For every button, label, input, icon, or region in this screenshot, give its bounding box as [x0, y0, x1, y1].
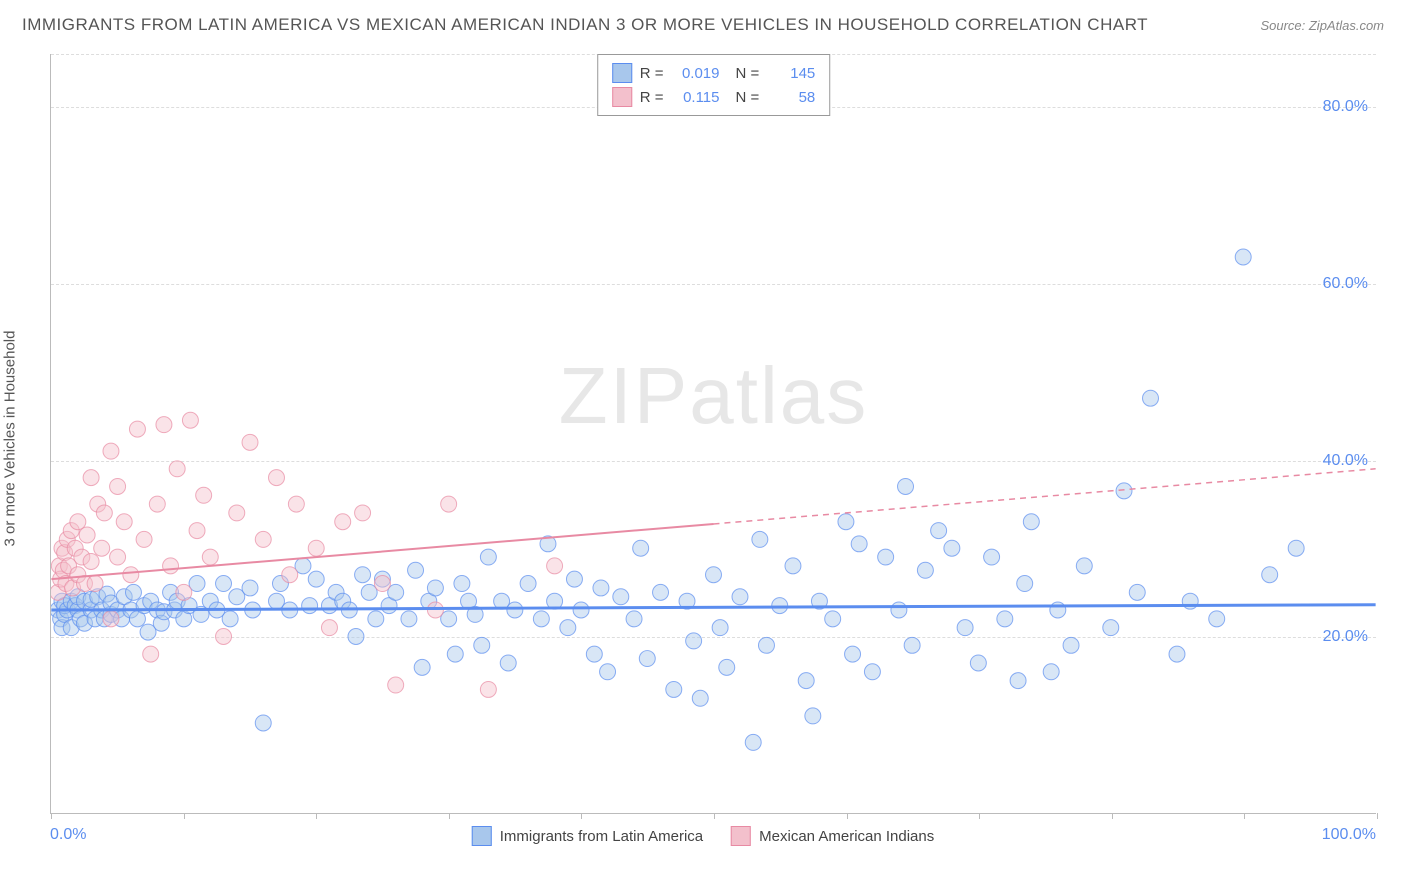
n-value: 145 — [767, 65, 815, 82]
x-tick — [51, 813, 52, 819]
series-legend: Immigrants from Latin America Mexican Ame… — [472, 826, 935, 846]
trend-lines-layer — [51, 54, 1376, 813]
legend-swatch — [612, 63, 632, 83]
x-max-label: 100.0% — [1322, 826, 1376, 844]
r-label: R = — [640, 89, 664, 106]
chart-title: IMMIGRANTS FROM LATIN AMERICA VS MEXICAN… — [22, 15, 1148, 35]
n-value: 58 — [767, 89, 815, 106]
trend-line-dashed — [714, 469, 1376, 524]
stats-legend-row: R = 0.019 N = 145 — [612, 61, 816, 85]
x-tick — [184, 813, 185, 819]
stats-legend-row: R = 0.115 N = 58 — [612, 85, 816, 109]
x-tick — [581, 813, 582, 819]
x-tick — [1112, 813, 1113, 819]
trend-line — [51, 605, 1375, 610]
source-label: Source: ZipAtlas.com — [1260, 18, 1384, 33]
x-min-label: 0.0% — [50, 826, 86, 844]
r-value: 0.019 — [672, 65, 720, 82]
legend-label: Mexican American Indians — [759, 828, 934, 845]
x-tick — [714, 813, 715, 819]
x-tick — [847, 813, 848, 819]
x-tick — [1244, 813, 1245, 819]
stats-legend: R = 0.019 N = 145 R = 0.115 N = 58 — [597, 54, 831, 116]
r-value: 0.115 — [672, 89, 720, 106]
legend-swatch — [612, 87, 632, 107]
plot-area: R =0.019N =145R =0.115N =58 ZIPatlas 20.… — [50, 54, 1376, 814]
x-tick — [979, 813, 980, 819]
trend-line — [51, 524, 713, 579]
legend-swatch — [472, 826, 492, 846]
legend-swatch — [731, 826, 751, 846]
n-label: N = — [736, 65, 760, 82]
r-label: R = — [640, 65, 664, 82]
n-label: N = — [736, 89, 760, 106]
x-tick — [1377, 813, 1378, 819]
legend-item: Immigrants from Latin America — [472, 826, 703, 846]
legend-item: Mexican American Indians — [731, 826, 934, 846]
x-tick — [449, 813, 450, 819]
x-tick — [316, 813, 317, 819]
y-axis-title: 3 or more Vehicles in Household — [2, 331, 19, 547]
legend-label: Immigrants from Latin America — [500, 828, 703, 845]
